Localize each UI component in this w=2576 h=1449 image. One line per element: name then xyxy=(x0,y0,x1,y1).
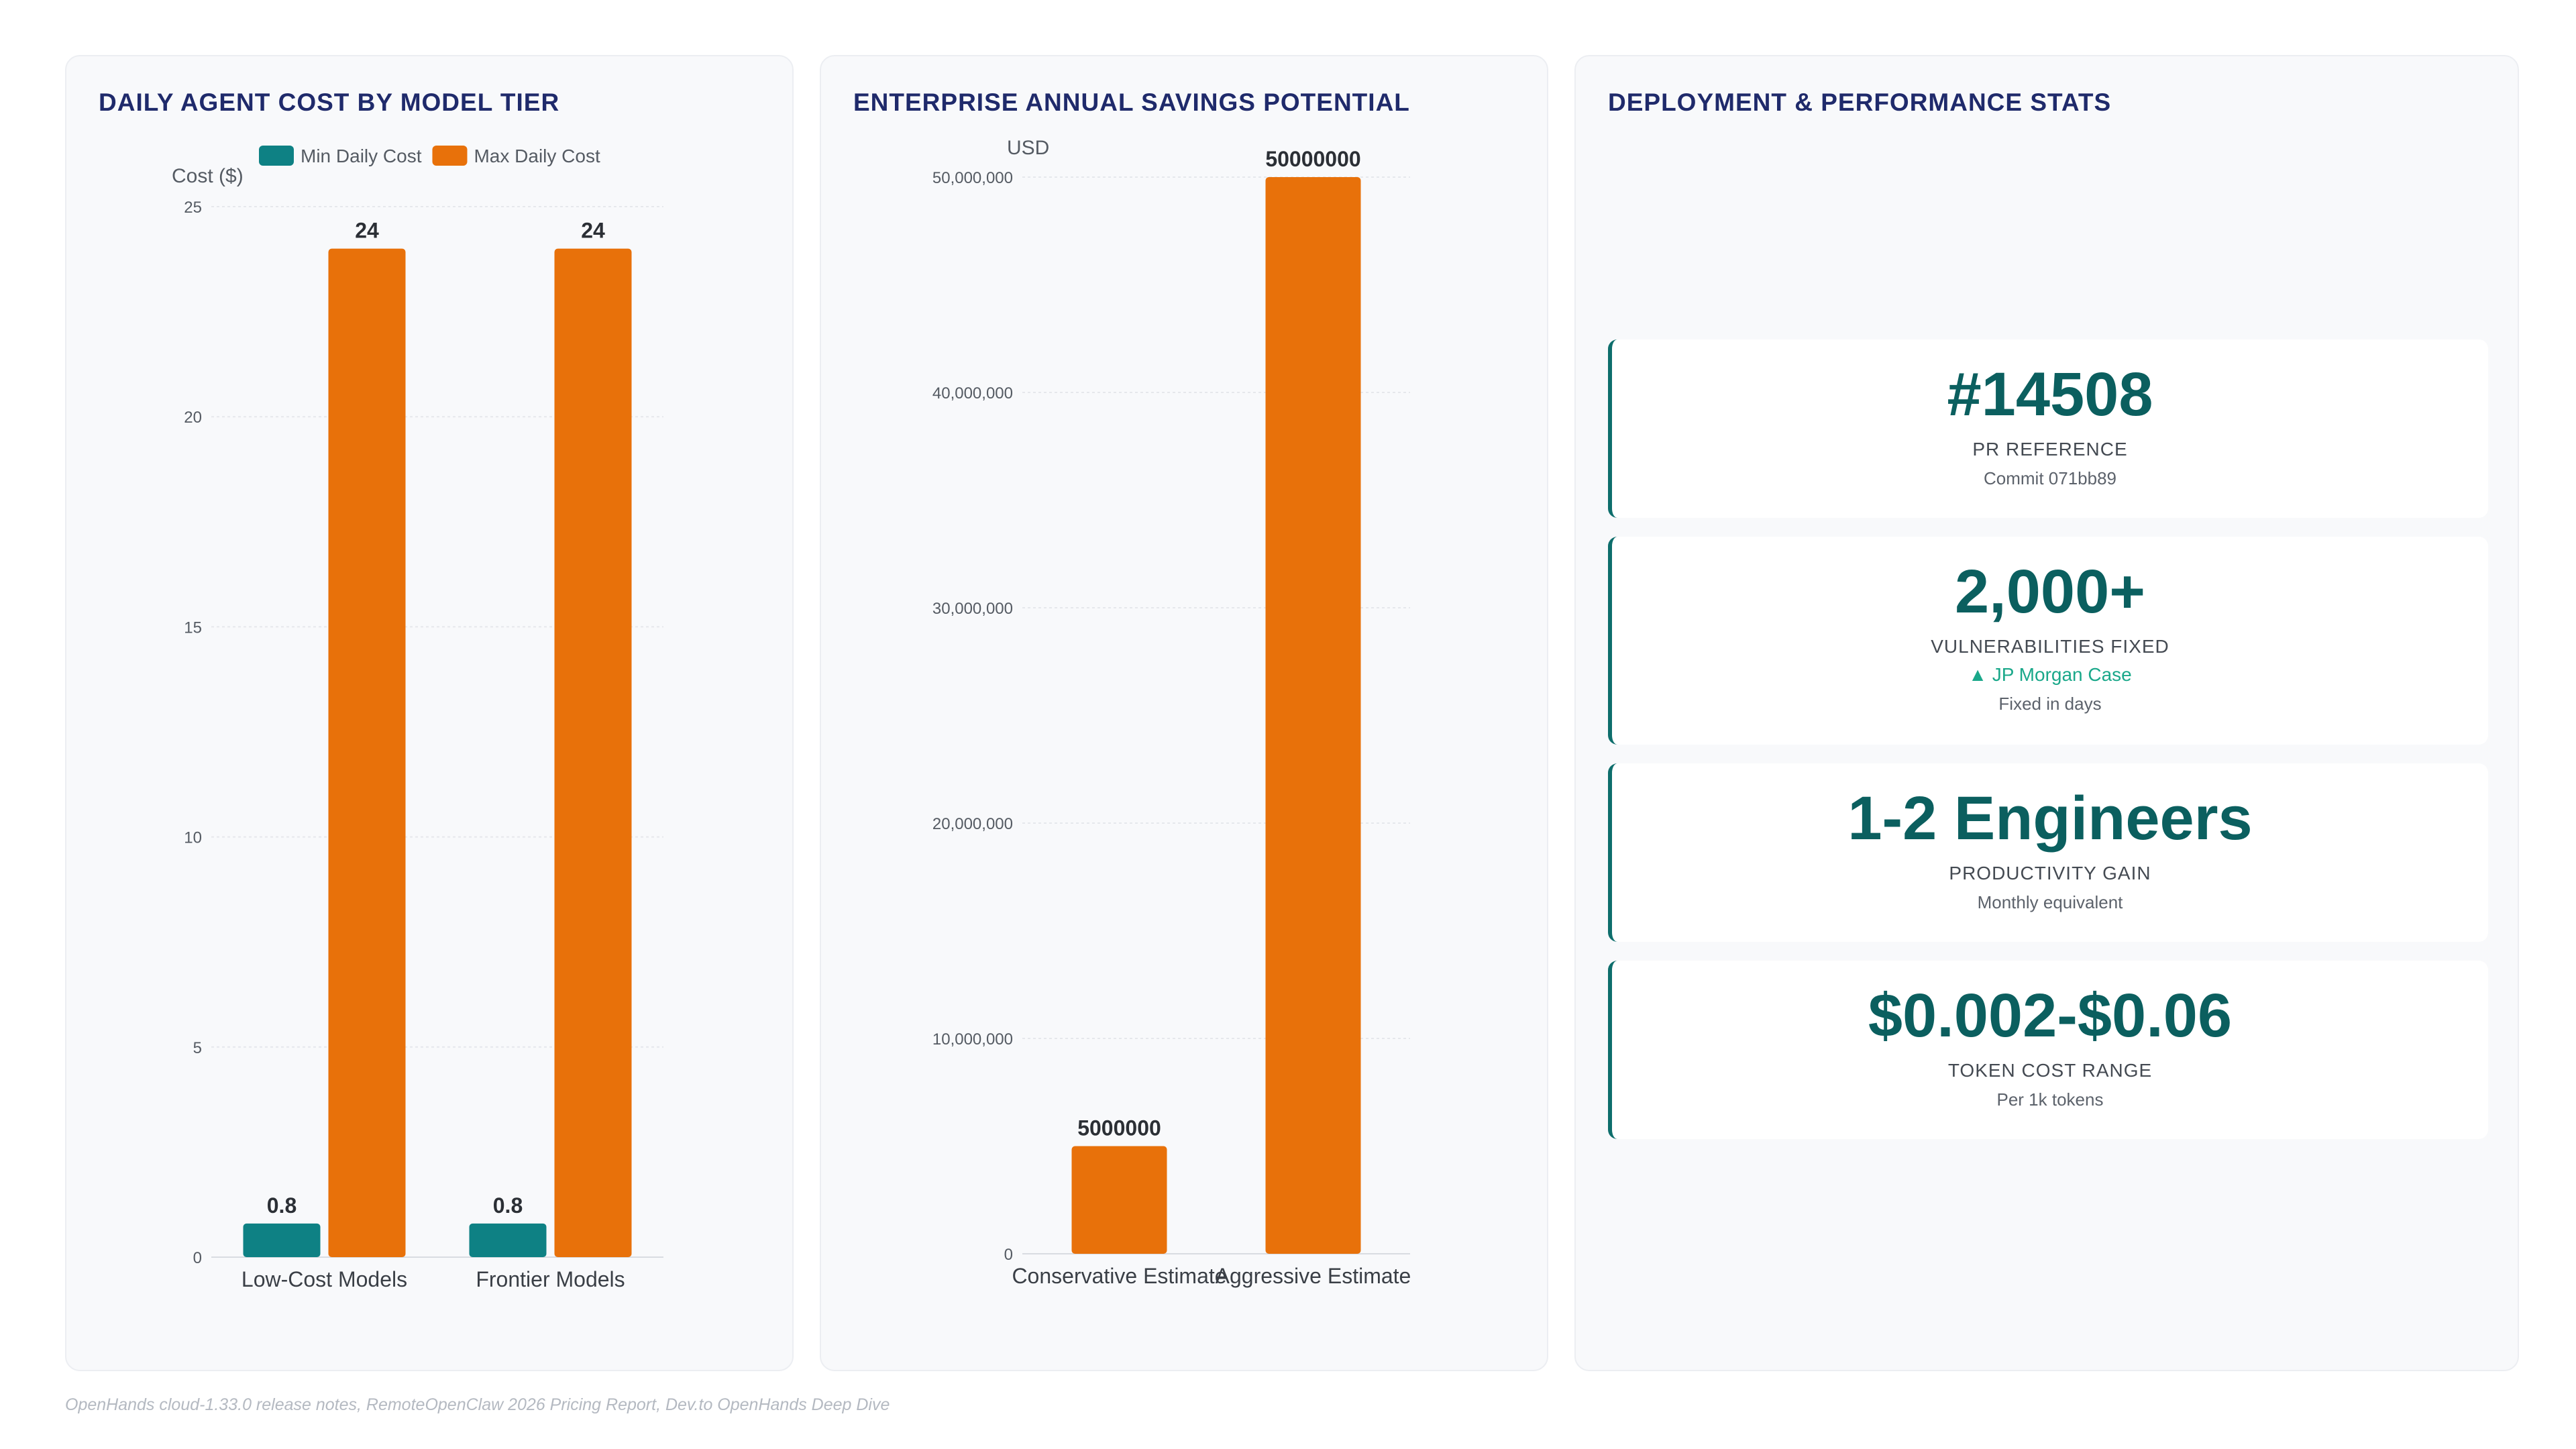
stat-card-productivity: 1-2 Engineers PRODUCTIVITY GAIN Monthly … xyxy=(1608,763,2488,942)
savings-panel: ENTERPRISE ANNUAL SAVINGS POTENTIAL 0 10,… xyxy=(820,55,1548,1371)
cost-chart-title: DAILY AGENT COST BY MODEL TIER xyxy=(99,89,560,116)
stat-value: 2,000+ xyxy=(1955,557,2145,626)
stat-card-token-cost: $0.002-$0.06 TOKEN COST RANGE Per 1k tok… xyxy=(1608,961,2488,1139)
bar xyxy=(469,1223,547,1257)
stat-value: $0.002-$0.06 xyxy=(1868,981,2233,1050)
stat-card-pr-reference: #14508 PR REFERENCE Commit 071bb89 xyxy=(1608,339,2488,518)
cost-panel: DAILY AGENT COST BY MODEL TIER 0 5 10 15 20 2… xyxy=(65,55,794,1371)
legend-label: Max Daily Cost xyxy=(474,146,600,166)
y-tick-label: 40,000,000 xyxy=(932,384,1013,402)
y-tick-label: 10,000,000 xyxy=(932,1030,1013,1049)
legend-label: Min Daily Cost xyxy=(301,146,422,166)
data-label: 24 xyxy=(581,219,605,243)
bar xyxy=(328,248,406,1257)
stat-sub: Per 1k tokens xyxy=(1996,1089,2104,1110)
stat-label: VULNERABILITIES FIXED xyxy=(1931,636,2169,657)
x-tick-label: Conservative Estimate xyxy=(1012,1264,1226,1288)
stat-label: TOKEN COST RANGE xyxy=(1947,1060,2153,1081)
y-tick-label: 0 xyxy=(1004,1246,1013,1264)
y-tick-label: 50,000,000 xyxy=(932,169,1013,187)
stat-label: PRODUCTIVITY GAIN xyxy=(1949,863,2151,883)
stats-panel: DEPLOYMENT & PERFORMANCE STATS #14508 PR… xyxy=(1574,55,2519,1371)
data-label: 5000000 xyxy=(1077,1116,1161,1140)
legend-swatch xyxy=(259,146,294,166)
y-tick-label: 20 xyxy=(184,409,202,427)
stat-value: 1-2 Engineers xyxy=(1847,784,2253,853)
savings-chart: 0 10,000,000 20,000,000 30,000,000 40,000,00… xyxy=(932,137,1411,1288)
y-tick-label: 30,000,000 xyxy=(932,600,1013,618)
savings-chart-title: ENTERPRISE ANNUAL SAVINGS POTENTIAL xyxy=(853,89,1410,116)
stat-sub: Fixed in days xyxy=(1998,694,2102,714)
data-label: 24 xyxy=(355,219,379,243)
cost-chart: 0 5 10 15 20 25 Cost ($) Min Daily Cost Max Dail… xyxy=(172,146,663,1291)
x-tick-label: Frontier Models xyxy=(476,1267,625,1291)
stats-title: DEPLOYMENT & PERFORMANCE STATS xyxy=(1608,89,2112,116)
legend-swatch xyxy=(432,146,468,166)
bar xyxy=(1265,177,1361,1254)
bar xyxy=(243,1223,321,1257)
x-tick-label: Aggressive Estimate xyxy=(1216,1264,1411,1288)
y-tick-label: 15 xyxy=(184,619,202,637)
stat-sub: Commit 071bb89 xyxy=(1984,468,2116,488)
stat-card-vulnerabilities: 2,000+ VULNERABILITIES FIXED ▲ JP Morgan… xyxy=(1608,537,2488,745)
data-label: 0.8 xyxy=(493,1193,523,1218)
data-label: 0.8 xyxy=(267,1193,297,1218)
y-axis-label: Cost ($) xyxy=(172,165,244,187)
source-note: OpenHands cloud-1.33.0 release notes, Re… xyxy=(65,1395,890,1414)
y-tick-label: 5 xyxy=(193,1039,202,1057)
stat-label: PR REFERENCE xyxy=(1972,439,2128,460)
y-tick-label: 10 xyxy=(184,829,202,847)
stat-trend: ▲ JP Morgan Case xyxy=(1968,664,2132,685)
y-axis-label: USD xyxy=(1007,137,1049,159)
stat-sub: Monthly equivalent xyxy=(1977,892,2123,912)
y-tick-label: 25 xyxy=(184,199,202,217)
bar xyxy=(554,248,632,1257)
y-tick-label: 20,000,000 xyxy=(932,815,1013,833)
bar xyxy=(1071,1146,1167,1254)
data-label: 50000000 xyxy=(1265,147,1360,171)
y-tick-label: 0 xyxy=(193,1249,202,1267)
stat-value: #14508 xyxy=(1947,360,2153,429)
x-tick-label: Low-Cost Models xyxy=(241,1267,407,1291)
